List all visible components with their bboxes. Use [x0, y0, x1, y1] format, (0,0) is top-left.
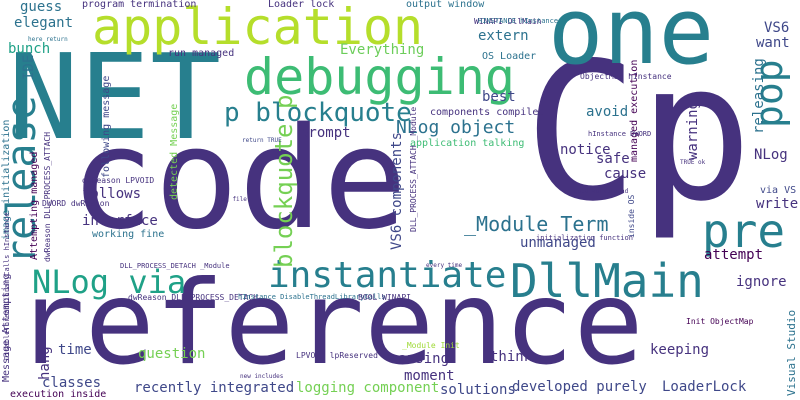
- word-application-talking: application talking: [410, 138, 525, 149]
- word-detected-message: detected Message: [169, 103, 180, 200]
- word-best: best: [482, 89, 516, 105]
- word-logging-component: logging component: [296, 380, 440, 396]
- word-winapi-dllmain: WINAPI DllMain: [474, 17, 542, 26]
- word-keeping: keeping: [650, 342, 710, 358]
- word-visual-studio: Visual Studio: [785, 309, 798, 396]
- word-following-message: following message: [101, 75, 112, 178]
- word-objectmap-hinstance: ObjectMap hInstance: [580, 72, 672, 81]
- word-attempt: attempt: [704, 247, 764, 263]
- word-debugging: debugging: [244, 48, 515, 106]
- word-return-true: return TRUE: [242, 137, 282, 144]
- word-hinstance-dword: hInstance DWORD: [588, 130, 652, 138]
- word-application: application: [92, 0, 424, 56]
- word-loader-lock: Loader lock: [268, 0, 335, 10]
- word-module-init: _Module Init: [402, 341, 460, 350]
- word-lpvoid-lpreserved: LPVOID lpReserved: [296, 351, 378, 360]
- word-code: code: [70, 98, 408, 261]
- word-initialization-function: initialization function: [536, 234, 633, 242]
- word-working-fine: working fine: [92, 229, 165, 240]
- word-dll-process-attach-module: DLL_PROCESS_ATTACH _Module: [409, 106, 418, 232]
- word-question: question: [138, 346, 206, 362]
- word-releasing: releasing: [751, 58, 767, 134]
- word-follows: follows: [82, 186, 142, 202]
- word-disablethreadlibrarycalls-hinstance: DisableThreadLibraryCalls hInstance: [3, 212, 11, 360]
- word-vs6-components: VS6 components: [389, 131, 405, 250]
- word-dll-process-detach-module: DLL_PROCESS_DETACH _Module: [120, 262, 230, 270]
- word-developed-purely: developed purely: [512, 379, 647, 395]
- word-via-vs: via VS: [760, 185, 797, 196]
- word-p-blockquote: p blockquote: [224, 98, 412, 128]
- word-dword-dwreason: DWORD dwReason: [42, 199, 110, 208]
- word-instantiate: instantiate: [268, 255, 507, 296]
- word-reference: reference: [15, 256, 644, 391]
- word-prompt: prompt: [300, 125, 351, 141]
- word-unmanaged: unmanaged: [520, 235, 596, 251]
- word-cp: Cp: [524, 22, 753, 243]
- word-inside-os: inside OS: [627, 194, 636, 238]
- word-cause: cause: [604, 166, 647, 182]
- word-everything: Everything: [340, 42, 425, 58]
- word-init-objectmap: Init ObjectMap: [686, 317, 754, 326]
- word-net: NET: [8, 28, 222, 166]
- word-moment: moment: [404, 368, 455, 384]
- word-run-managed: run managed: [168, 48, 235, 59]
- word-here-return: here return: [28, 36, 68, 43]
- word-guess: guess: [20, 0, 63, 15]
- word-bool-winapi: BOOL WINAPI: [358, 293, 411, 302]
- word-want: want: [756, 35, 790, 51]
- word-think: think: [490, 349, 533, 365]
- word-output-window: output window: [406, 0, 485, 10]
- word-good-workaround: good workaround: [574, 188, 629, 195]
- word-safe: safe: [596, 151, 630, 167]
- word-blockquote-p: blockquote p: [270, 94, 298, 268]
- word-log-file: log file: [218, 196, 247, 203]
- word-write: write: [756, 196, 799, 212]
- word-components-compiled: components compiled: [430, 107, 545, 118]
- word-dllmain: DllMain: [510, 254, 704, 308]
- word-os-loader: OS Loader: [482, 51, 537, 62]
- word-new-includes: new includes: [240, 373, 284, 380]
- word-recently-integrated: recently integrated: [134, 380, 295, 396]
- word-hinstance-disablethreadlibrarycalls: hInstance DisableThreadLibraryCalls: [238, 293, 386, 301]
- word-nlog-object: NLog object: [396, 117, 516, 138]
- word-nlog-via: NLog via: [32, 263, 187, 301]
- word-ide: IDE: [21, 54, 37, 80]
- word-warning: warning: [685, 100, 701, 160]
- word-one: one: [548, 0, 715, 85]
- word-dwreason-lpvoid: dwReason LPVOID: [82, 176, 155, 185]
- word-true-ok: TRUE ok: [680, 159, 706, 166]
- word-avoid: avoid: [586, 104, 629, 120]
- word-every-time: every time: [426, 262, 463, 269]
- word-elegant: elegant: [14, 15, 74, 31]
- word-solutions: solutions: [440, 382, 516, 398]
- word-interface: interface: [82, 213, 158, 229]
- word-ignore: ignore: [736, 274, 787, 290]
- word-execution-inside: execution inside: [10, 389, 107, 400]
- word-dwreason-dll-process-attach: dwReason DLL_PROCESS_ATTACH: [43, 131, 52, 262]
- word-bunch: bunch: [8, 41, 51, 57]
- word-attempting-managed: Attempting managed: [29, 151, 40, 260]
- word-program-termination: program termination: [82, 0, 197, 10]
- word-extern: extern: [478, 28, 529, 44]
- word-module-term: _Module Term: [464, 212, 609, 236]
- word-time: time: [58, 342, 92, 358]
- word-loaderlock: LoaderLock: [662, 379, 747, 395]
- word-dwreason-dll-process-detach: dwReason DLL_PROCESS_DETACH: [128, 293, 259, 302]
- word-classes: classes: [42, 375, 102, 391]
- word-pre: pre: [702, 204, 786, 258]
- word-hang: hang: [37, 346, 53, 380]
- word-vs6: VS6: [764, 20, 790, 36]
- word-notice: notice: [560, 142, 611, 158]
- word-nlog: NLog: [754, 147, 788, 163]
- word-causing: causing: [390, 351, 450, 367]
- word-hinstance-hinstance: HINSTANCE hInstance: [478, 17, 559, 25]
